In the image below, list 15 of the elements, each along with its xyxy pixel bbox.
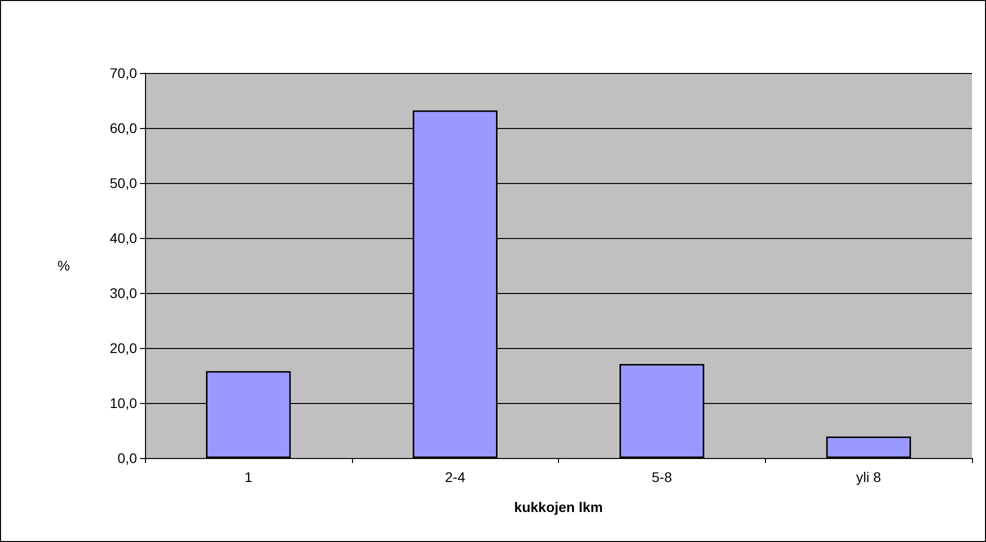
y-tick-label: 50,0 [110,175,138,191]
y-tick-label: 70,0 [110,65,138,81]
x-tick-label: yli 8 [856,469,882,485]
bar [826,436,912,458]
x-axis-title: kukkojen lkm [514,499,603,515]
y-tick-label: 0,0 [118,450,138,466]
x-tick-label: 5-8 [652,469,672,485]
x-tick-label: 1 [244,469,252,485]
y-axis-title: % [58,258,70,274]
y-tick-label: 20,0 [110,340,138,356]
y-tick-label: 60,0 [110,120,138,136]
y-tick-label: 40,0 [110,230,138,246]
x-tick-label: 2-4 [445,469,466,485]
y-tick-label: 30,0 [110,285,138,301]
y-tick-label: 10,0 [110,395,138,411]
